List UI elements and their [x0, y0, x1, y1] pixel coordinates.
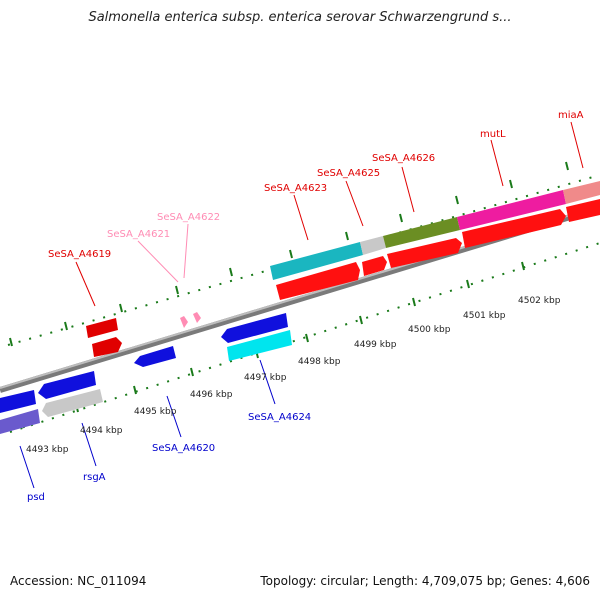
leader-rsgA: [81, 422, 97, 467]
gene-blue-3[interactable]: [221, 313, 288, 343]
leader-SeSA_A4619: [75, 261, 96, 307]
kbp-label: 4501 kbp: [463, 311, 506, 321]
major-tick: [119, 303, 123, 313]
leader-psd: [19, 445, 35, 489]
major-tick: [133, 385, 137, 395]
topology-summary: Topology: circular; Length: 4,709,075 bp…: [260, 574, 590, 588]
gene-miaA[interactable]: [563, 181, 600, 204]
kbp-label: 4500 kbp: [408, 325, 451, 335]
major-tick: [190, 367, 194, 377]
gene-label-SeSA_A4626[interactable]: SeSA_A4626: [372, 153, 435, 164]
gene-label-SeSA_A4620[interactable]: SeSA_A4620: [152, 443, 215, 454]
major-tick: [175, 285, 179, 295]
major-tick: [399, 213, 403, 223]
gene-SeSA_A4624[interactable]: [227, 330, 292, 361]
kbp-label: 4497 kbp: [244, 373, 287, 383]
forward-label-leaders: [75, 121, 584, 307]
major-tick: [229, 267, 233, 277]
major-tick: [455, 195, 459, 205]
major-tick: [9, 337, 13, 347]
page-title: Salmonella enterica subsp. enterica sero…: [88, 10, 512, 25]
major-tick: [509, 179, 513, 189]
leader-SeSA_A4622: [183, 223, 189, 279]
leader-SeSA_A4626: [401, 166, 415, 213]
gene-blue-2[interactable]: [38, 371, 96, 399]
major-tick: [521, 261, 525, 271]
kbp-labels: 4493 kbp 4494 kbp 4495 kbp 4496 kbp 4497…: [26, 296, 561, 455]
gene-red-4[interactable]: [462, 209, 566, 248]
gene-label-psd[interactable]: psd: [27, 492, 45, 503]
leader-SeSA_A4625: [345, 180, 364, 227]
gene-label-SeSA_A4622[interactable]: SeSA_A4622: [157, 212, 220, 223]
forward-genes: [86, 181, 600, 357]
gene-red-5[interactable]: [566, 199, 600, 222]
kbp-label: 4494 kbp: [80, 426, 123, 436]
leader-SeSA_A4623: [293, 194, 309, 241]
major-ticks-upper: [9, 161, 569, 347]
gene-psd[interactable]: [0, 409, 40, 434]
kbp-label: 4498 kbp: [298, 357, 341, 367]
kbp-label: 4499 kbp: [354, 340, 397, 350]
gene-SeSA_A4619b[interactable]: [92, 337, 122, 357]
lower-tick-track: [9, 242, 600, 433]
gene-blue-1[interactable]: [0, 390, 36, 413]
leader-SeSA_A4624: [259, 359, 276, 405]
gene-label-SeSA_A4623[interactable]: SeSA_A4623: [264, 183, 327, 194]
leader-SeSA_A4620: [166, 395, 182, 438]
gene-red-3[interactable]: [387, 238, 462, 268]
gene-label-miaA[interactable]: miaA: [558, 110, 584, 121]
gene-label-SeSA_A4625[interactable]: SeSA_A4625: [317, 168, 380, 179]
leader-mutL: [490, 139, 504, 187]
major-tick: [359, 315, 363, 325]
major-tick: [412, 297, 416, 307]
gene-SeSA_A4626[interactable]: [383, 217, 460, 248]
gene-rsgA[interactable]: [42, 389, 103, 417]
gene-SeSA_A4622[interactable]: [193, 312, 201, 323]
reverse-label-leaders: [19, 359, 276, 489]
gene-red-1[interactable]: [276, 262, 360, 300]
accession-text: Accession: NC_011094: [10, 574, 147, 588]
pink-label-leaders: [137, 223, 189, 283]
gene-SeSA_A4619[interactable]: [86, 318, 118, 338]
gene-label-mutL[interactable]: mutL: [480, 129, 506, 140]
major-tick: [345, 231, 349, 241]
gene-label-SeSA_A4619[interactable]: SeSA_A4619: [48, 249, 111, 260]
gene-label-rsgA[interactable]: rsgA: [83, 472, 106, 483]
gene-mutL[interactable]: [457, 190, 566, 230]
kbp-label: 4502 kbp: [518, 296, 561, 306]
reverse-genes: [0, 313, 292, 434]
gene-label-SeSA_A4624[interactable]: SeSA_A4624: [248, 412, 311, 423]
kbp-label: 4495 kbp: [134, 407, 177, 417]
gene-SeSA_A4621[interactable]: [180, 316, 188, 328]
gene-labels: SeSA_A4619 SeSA_A4621 SeSA_A4622 SeSA_A4…: [27, 110, 584, 503]
kbp-label: 4496 kbp: [190, 390, 233, 400]
major-tick: [565, 161, 569, 171]
major-tick: [289, 249, 293, 259]
gene-SeSA_A4623[interactable]: [270, 242, 363, 280]
leader-SeSA_A4621: [137, 240, 179, 283]
gene-SeSA_A4625[interactable]: [360, 236, 386, 255]
major-tick: [64, 321, 68, 331]
kbp-label: 4493 kbp: [26, 445, 69, 455]
gene-SeSA_A4620[interactable]: [134, 346, 176, 367]
leader-miaA: [570, 121, 584, 169]
major-tick: [466, 279, 470, 289]
gene-label-SeSA_A4621[interactable]: SeSA_A4621: [107, 229, 170, 240]
gene-red-2[interactable]: [362, 256, 387, 276]
major-tick: [305, 333, 309, 343]
